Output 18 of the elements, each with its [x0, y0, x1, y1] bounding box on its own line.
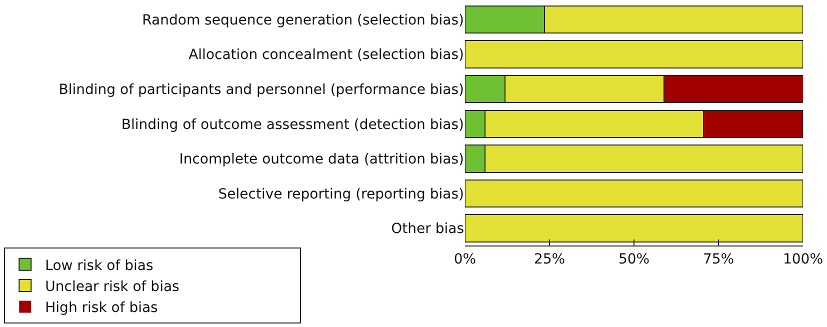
y-tick-label: Blinding of participants and personnel (performance bias) [58, 82, 464, 98]
y-tick-label: Random sequence generation (selection bias) [142, 12, 464, 28]
x-tick-label: 50% [618, 252, 650, 268]
legend-label: Unclear risk of bias [45, 278, 180, 295]
x-tick-label: 100% [782, 252, 824, 268]
x-tick-label: 0% [454, 252, 476, 268]
y-tick-label: Selective reporting (reporting bias) [218, 186, 464, 202]
x-tick-label: 75% [702, 252, 734, 268]
y-tick-label: Allocation concealment (selection bias) [188, 47, 464, 64]
bar [465, 214, 803, 242]
y-tick-label: Incomplete outcome data (attrition bias) [179, 152, 464, 168]
y-tick-label: Blinding of outcome assessment (detection bias) [121, 116, 464, 133]
y-tick-label: Other bias [391, 221, 464, 238]
legend-label: High risk of bias [45, 300, 158, 316]
x-tick-label: 25% [534, 252, 566, 268]
bar [465, 179, 803, 208]
bar [465, 40, 803, 68]
legend-label: Low risk of bias [45, 258, 154, 274]
